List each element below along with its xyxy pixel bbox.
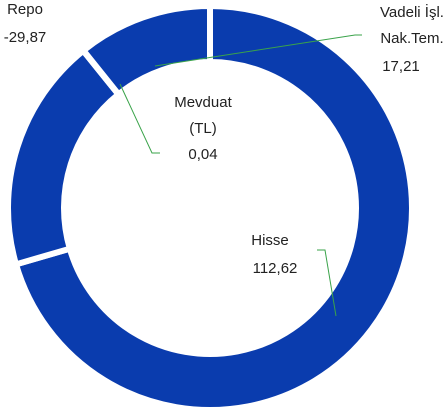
leader-line bbox=[317, 249, 337, 317]
donut-segment bbox=[79, 2, 213, 99]
donut-segment bbox=[12, 2, 415, 413]
leader-line bbox=[154, 34, 362, 67]
category-label: Vadeli İşl. Nak.Tem. bbox=[380, 4, 444, 47]
leader-line bbox=[119, 83, 160, 154]
donut-segment bbox=[5, 46, 123, 269]
category-label: Mevduat (TL) bbox=[174, 94, 232, 137]
value-label: 112,62 bbox=[252, 260, 298, 277]
category-label: Repo bbox=[7, 1, 43, 18]
value-label: -29,87 bbox=[3, 29, 47, 46]
value-label: 17,21 bbox=[382, 58, 420, 75]
value-label: 0,04 bbox=[188, 146, 218, 163]
category-label: Hisse bbox=[251, 232, 289, 249]
